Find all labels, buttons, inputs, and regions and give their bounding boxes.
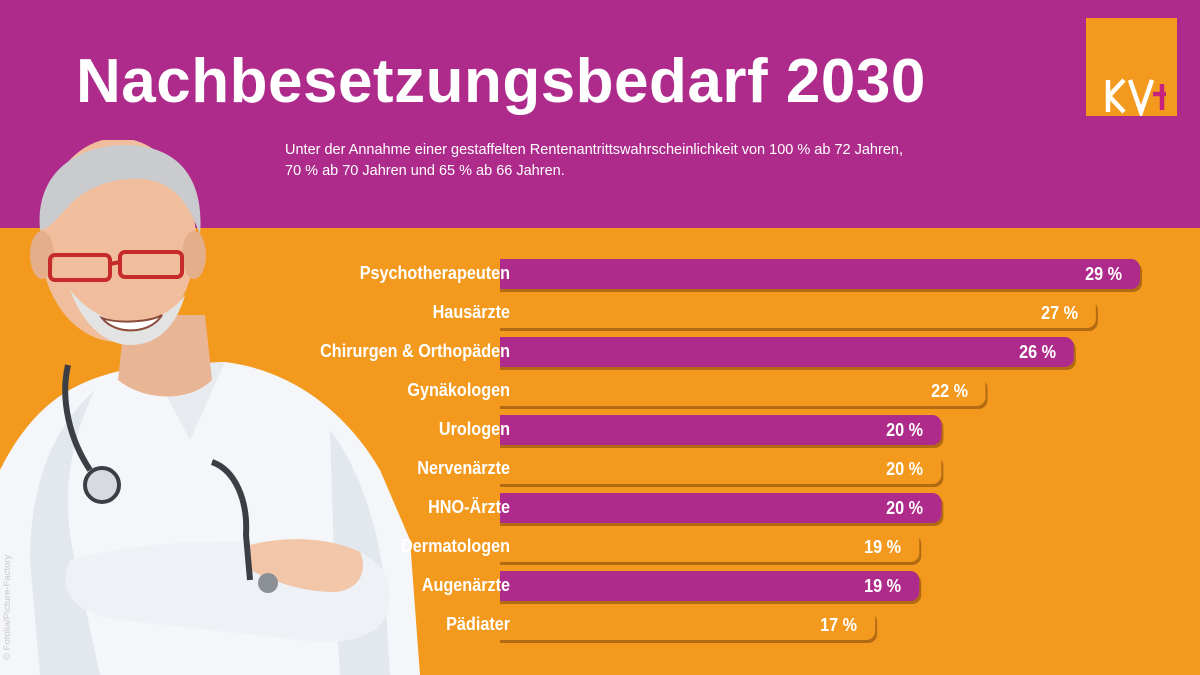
bar-6 [500, 493, 942, 523]
category-label: Augenärzte [421, 575, 510, 595]
category-label: Urologen [438, 419, 510, 439]
kv-logo [1086, 18, 1177, 116]
bar-3 [500, 376, 986, 406]
value-label: 20 % [886, 420, 924, 440]
doctor-photo [0, 138, 420, 675]
bar-5 [500, 454, 942, 484]
header-band [0, 0, 1200, 228]
value-label: 17 % [820, 615, 858, 635]
category-label: Chirurgen & Orthopäden [320, 341, 510, 361]
bar-2 [500, 337, 1074, 367]
value-label: 26 % [1018, 342, 1056, 362]
bar-1 [500, 298, 1096, 328]
value-label: 20 % [886, 498, 924, 518]
bar-0 [500, 259, 1140, 289]
subtitle-line: 70 % ab 70 Jahren und 65 % ab 66 Jahren. [285, 163, 565, 179]
category-label: Psychotherapeuten [359, 263, 510, 283]
subtitle-line: Unter der Annahme einer gestaffelten Ren… [285, 142, 903, 158]
bar-4 [500, 415, 942, 445]
value-label: 19 % [864, 576, 902, 596]
category-label: Nervenärzte [417, 458, 510, 478]
value-label: 20 % [886, 459, 924, 479]
category-label: Pädiater [446, 614, 510, 634]
value-label: 27 % [1040, 303, 1078, 323]
bar-8 [500, 571, 920, 601]
value-label: 19 % [864, 537, 902, 557]
category-label: HNO-Ärzte [428, 497, 510, 517]
value-label: 29 % [1085, 264, 1122, 284]
category-label: Dermatologen [401, 536, 510, 556]
chart-title: Nachbesetzungsbedarf 2030 [76, 47, 926, 116]
category-label: Hausärzte [432, 302, 510, 322]
chart-subtitle: Unter der Annahme einer gestaffelten Ren… [285, 140, 945, 182]
value-label: 22 % [930, 381, 968, 401]
category-label: Gynäkologen [407, 380, 510, 400]
bar-7 [500, 532, 920, 562]
bar-9 [500, 610, 876, 640]
